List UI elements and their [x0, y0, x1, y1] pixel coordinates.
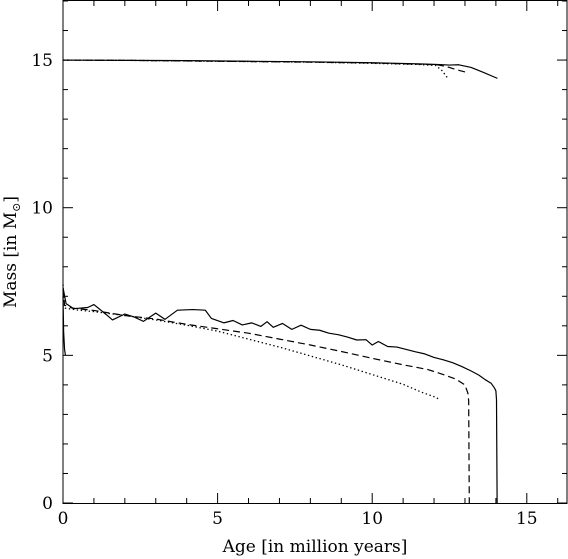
series-line-solid	[62, 59, 498, 79]
x-tick-label: 5	[212, 509, 223, 529]
plot-frame	[62, 0, 568, 504]
x-tick-label: 10	[361, 509, 383, 529]
y-axis-label-end: ]	[1, 196, 21, 203]
x-tick-label: 0	[58, 509, 69, 529]
y-tick-label: 10	[31, 199, 53, 219]
y-axis-label: Mass [in M⊙]	[1, 196, 23, 308]
plot-series	[62, 59, 498, 504]
y-tick-label: 5	[42, 346, 53, 366]
y-axis-label-subscript: ⊙	[10, 203, 23, 212]
x-tick-label: 15	[516, 509, 538, 529]
y-tick-label: 0	[42, 494, 53, 514]
tick-labels: 0 5 10 15 0 5 10 15	[31, 51, 537, 529]
series-line-dashed	[62, 288, 470, 504]
series-line-dotted	[62, 284, 441, 401]
series-line-solid	[62, 287, 498, 504]
series-line-dotted	[62, 59, 449, 79]
axis-ticks	[62, 0, 567, 504]
series-line-dashed	[62, 59, 469, 74]
y-axis-label-main: Mass [in M	[1, 212, 21, 308]
x-axis-label: Age [in million years]	[222, 537, 408, 557]
y-tick-label: 15	[31, 51, 53, 71]
